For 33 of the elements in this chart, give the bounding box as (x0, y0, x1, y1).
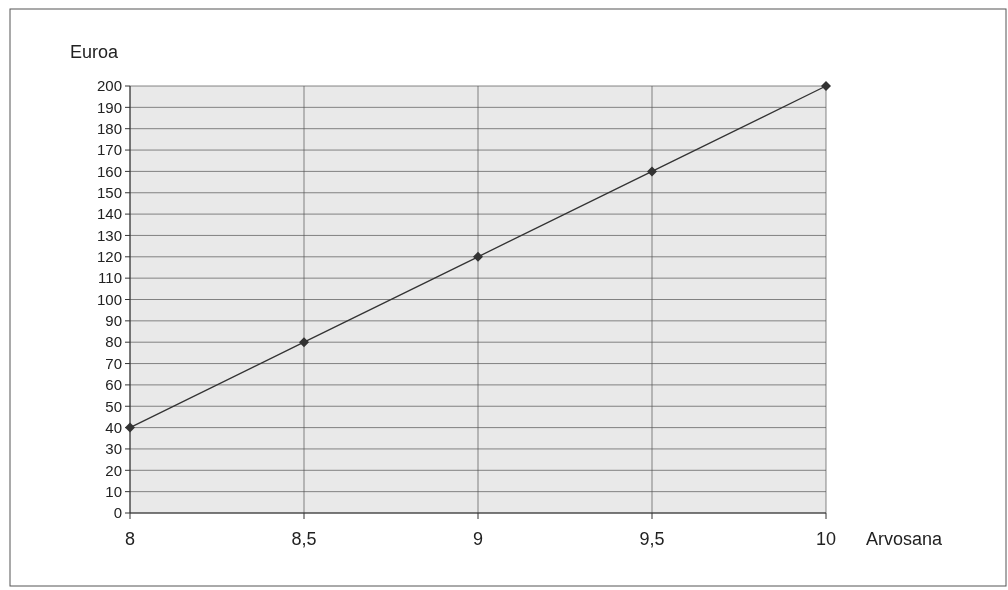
x-axis-title: Arvosana (866, 529, 944, 549)
y-tick-label: 80 (105, 333, 122, 351)
y-tick-label: 70 (105, 354, 122, 372)
y-tick-label: 150 (96, 184, 122, 201)
y-tick-label: 130 (96, 226, 122, 244)
point (299, 337, 309, 348)
y-tick-label: 110 (98, 269, 122, 287)
x-tick-label: 8,5 (291, 529, 317, 549)
y-axis-title: Euroa (70, 42, 120, 62)
y-tick-label: 190 (96, 98, 122, 116)
x-tick-label: 9,5 (639, 529, 665, 549)
y-tick-label: 20 (105, 461, 122, 479)
y-tick-label: 60 (105, 376, 122, 394)
x-tick-label: 9 (472, 529, 484, 549)
y-tick-label: 120 (96, 248, 122, 266)
point (125, 422, 135, 433)
point (821, 81, 831, 91)
y-tick-label: 90 (105, 312, 122, 330)
point (473, 251, 483, 262)
y-tick-label: 50 (105, 397, 122, 415)
y-tick-label: 180 (96, 119, 122, 137)
y-tick-label: 30 (105, 440, 122, 458)
y-tick-label: 100 (96, 290, 122, 308)
y-tick-label: 200 (96, 77, 122, 95)
y-tick-label: 40 (105, 418, 122, 436)
y-tick-label: 140 (96, 205, 122, 223)
point (647, 166, 657, 177)
y-tick-label: 10 (105, 482, 122, 500)
x-tick-label: 8 (124, 529, 136, 549)
y-tick-label: 160 (96, 162, 122, 180)
x-tick-label: 10 (815, 529, 837, 549)
y-tick-label: 0 (113, 504, 122, 522)
y-tick-label: 170 (96, 141, 122, 159)
